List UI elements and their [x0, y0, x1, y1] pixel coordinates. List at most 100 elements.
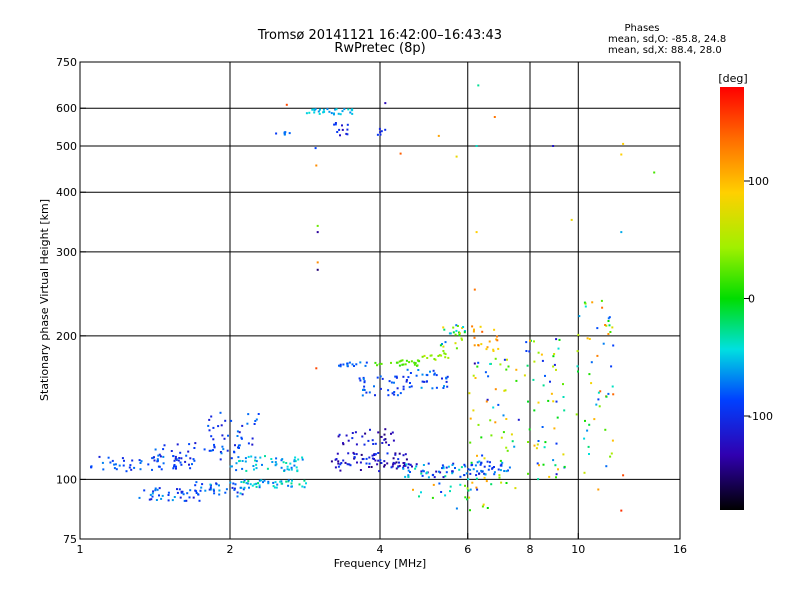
data-point	[255, 467, 258, 470]
data-point	[477, 84, 480, 87]
data-point	[544, 441, 547, 444]
data-point	[604, 324, 607, 326]
data-point	[129, 464, 132, 467]
data-point	[285, 480, 288, 483]
data-point	[130, 468, 133, 471]
data-point	[245, 469, 248, 472]
data-point	[349, 464, 352, 467]
data-point	[224, 419, 227, 422]
y-tick-label: 750	[56, 56, 77, 69]
data-point	[342, 459, 345, 462]
data-point	[293, 458, 296, 461]
data-point	[378, 363, 381, 366]
data-point	[483, 465, 486, 468]
data-point	[607, 333, 610, 335]
data-point	[576, 350, 579, 353]
data-point	[381, 377, 384, 380]
data-point	[212, 426, 215, 429]
data-point	[355, 443, 358, 446]
data-point	[502, 414, 505, 417]
data-point	[343, 108, 346, 111]
data-point	[384, 128, 387, 131]
data-point	[584, 419, 586, 422]
data-point	[597, 391, 600, 394]
data-point	[354, 431, 357, 434]
data-point	[469, 488, 472, 491]
data-point	[315, 367, 318, 370]
y-tick-label: 200	[56, 330, 77, 343]
data-point	[348, 361, 351, 364]
data-point	[553, 427, 556, 430]
data-point	[155, 499, 158, 501]
data-point	[527, 400, 529, 403]
data-point	[577, 333, 580, 336]
data-point	[261, 463, 263, 466]
data-point	[452, 331, 455, 334]
data-point	[316, 224, 319, 227]
data-point	[401, 359, 404, 362]
data-point	[399, 152, 402, 155]
data-point	[497, 403, 500, 406]
data-point	[445, 466, 448, 469]
data-point	[543, 446, 546, 449]
data-point	[253, 483, 256, 486]
data-point	[193, 447, 196, 449]
data-point	[541, 359, 544, 362]
data-point	[341, 110, 344, 113]
data-point	[342, 363, 345, 366]
data-point	[115, 468, 118, 471]
data-point	[121, 457, 124, 460]
data-point	[241, 424, 244, 427]
data-point	[344, 461, 347, 464]
data-point	[421, 469, 424, 472]
data-point	[604, 428, 607, 431]
data-point	[513, 445, 516, 448]
data-point	[203, 448, 206, 451]
data-point	[511, 440, 514, 443]
data-point	[481, 454, 484, 457]
data-point	[499, 469, 502, 472]
data-point	[510, 433, 513, 436]
data-point	[620, 231, 623, 234]
y-tick-label: 300	[56, 246, 77, 259]
data-point	[161, 494, 164, 497]
data-point	[247, 480, 250, 483]
data-point	[394, 452, 397, 455]
y-tick-label: 75	[63, 533, 77, 546]
data-point	[504, 389, 507, 392]
data-point	[411, 465, 413, 468]
data-point	[500, 481, 503, 484]
data-point	[234, 444, 236, 447]
data-point	[363, 380, 366, 383]
data-point	[237, 444, 240, 447]
data-point	[231, 486, 234, 489]
data-point	[339, 134, 341, 137]
data-point	[201, 483, 204, 486]
data-point	[397, 465, 400, 468]
data-point	[609, 455, 612, 458]
data-point	[279, 480, 282, 483]
data-point	[363, 385, 366, 388]
data-point	[264, 455, 266, 458]
data-point	[394, 453, 397, 456]
data-point	[158, 487, 161, 490]
data-point	[483, 476, 486, 479]
data-point	[609, 331, 612, 333]
data-point	[437, 355, 440, 357]
data-point	[468, 392, 471, 395]
data-point	[139, 462, 142, 464]
data-point	[179, 461, 182, 464]
data-point	[308, 111, 311, 114]
phases-heading: Phases	[624, 23, 659, 34]
data-point	[368, 466, 370, 468]
data-point	[186, 492, 189, 495]
data-point	[172, 455, 175, 458]
data-point	[362, 376, 365, 379]
data-point	[480, 343, 483, 346]
data-point	[442, 345, 445, 348]
data-point	[239, 492, 242, 495]
data-point	[525, 341, 528, 344]
data-point	[384, 428, 387, 431]
data-point	[398, 452, 401, 455]
data-point	[247, 413, 250, 416]
